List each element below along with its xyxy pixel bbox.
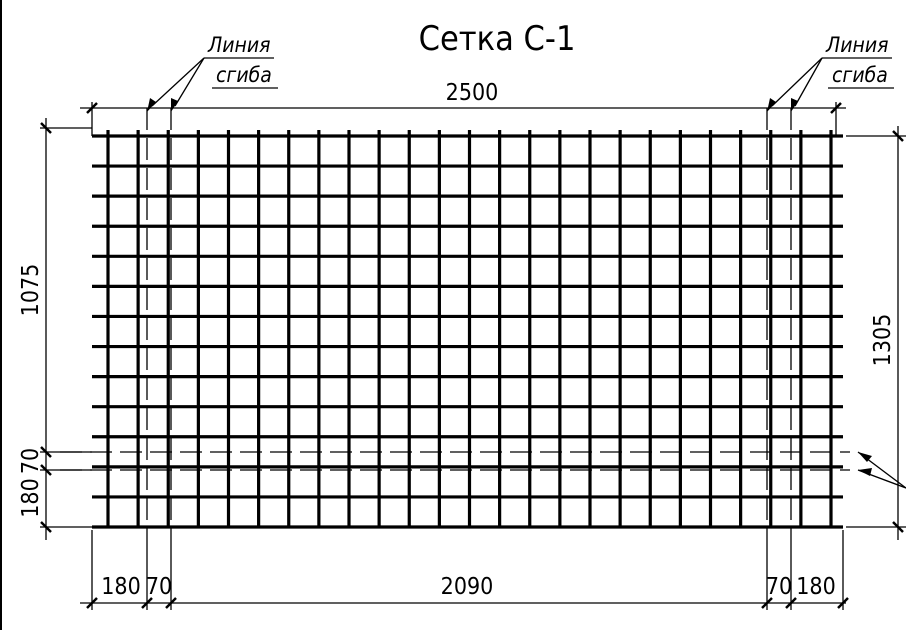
mesh-horizontal-bars <box>92 134 843 529</box>
dimension-chain-bottom <box>80 530 849 610</box>
dimension-left-edge: 180 <box>101 574 141 600</box>
bend-note-left-line1: Линия <box>207 33 270 57</box>
dimension-left-lower-height: 180 <box>18 478 44 518</box>
dimension-right-edge: 180 <box>796 574 836 600</box>
dimension-left-band-height: 70 <box>18 448 44 474</box>
drawing-title: Сетка С-1 <box>419 19 576 59</box>
dimension-overall-width-value: 2500 <box>446 80 499 106</box>
bend-lines <box>60 108 850 540</box>
dimension-left-band: 70 <box>146 574 172 600</box>
dimension-middle: 2090 <box>441 574 494 600</box>
bend-note-right-line1: Линия <box>825 33 888 57</box>
dimension-right-height-value: 1305 <box>870 314 896 367</box>
bend-note-left-line2: сгиба <box>216 63 272 87</box>
dimension-chain-left <box>40 118 92 540</box>
bend-callout-horizontal <box>857 451 906 489</box>
bend-note-right-line2: сгиба <box>832 63 888 87</box>
dimension-overall-width <box>80 102 846 136</box>
dimension-left-upper-height: 1075 <box>18 264 44 317</box>
bend-callout-right <box>767 57 894 112</box>
dimension-right-height <box>846 126 906 540</box>
dimension-right-band: 70 <box>766 574 792 600</box>
